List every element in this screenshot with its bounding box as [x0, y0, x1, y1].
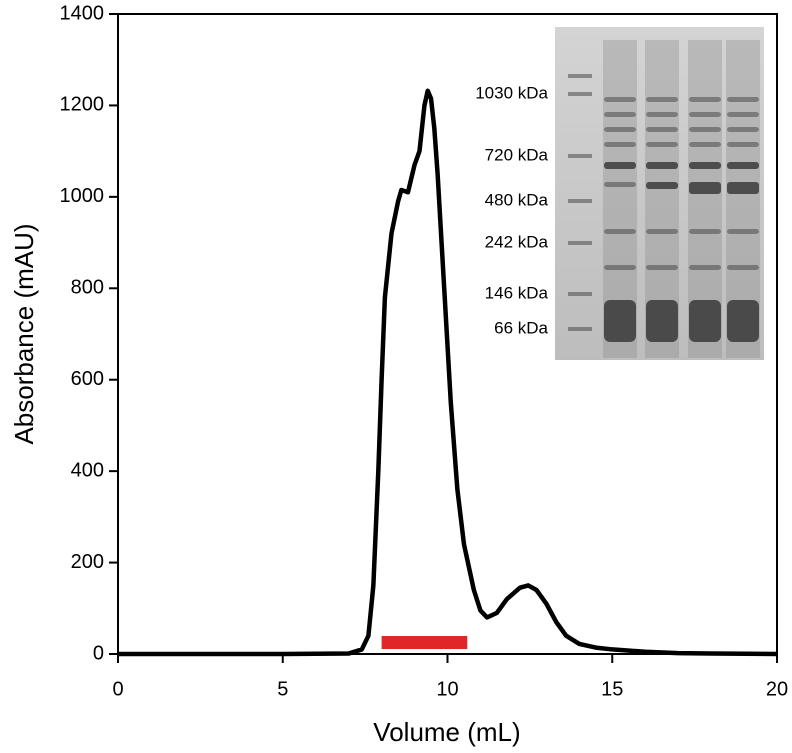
gel-band — [689, 162, 721, 169]
y-tick-label: 0 — [93, 642, 104, 664]
x-tick-label: 15 — [601, 678, 623, 700]
gel-label: 242 kDa — [485, 232, 549, 251]
gel-band — [646, 265, 678, 270]
gel-band — [568, 74, 592, 78]
gel-label: 1030 kDa — [475, 83, 548, 102]
gel-band — [604, 97, 636, 102]
gel-band — [727, 142, 759, 147]
gel-band — [604, 300, 636, 342]
gel-label: 66 kDa — [494, 318, 548, 337]
gel-label: 720 kDa — [485, 145, 549, 164]
y-tick-label: 200 — [71, 551, 104, 573]
gel-band — [689, 229, 721, 234]
gel-band — [646, 229, 678, 234]
gel-band — [727, 229, 759, 234]
gel-band — [646, 162, 678, 169]
gel-band — [646, 300, 678, 342]
y-tick-label: 1200 — [60, 94, 105, 116]
gel-band — [604, 229, 636, 234]
gel-band — [568, 292, 592, 296]
gel-band — [646, 112, 678, 117]
x-axis-title: Volume (mL) — [373, 717, 520, 747]
x-tick-label: 5 — [277, 678, 288, 700]
x-tick-label: 10 — [436, 678, 458, 700]
gel-band — [604, 182, 636, 187]
gel-band — [727, 182, 759, 194]
gel-band — [727, 265, 759, 270]
y-axis-title: Absorbance (mAU) — [9, 223, 39, 444]
gel-band — [646, 127, 678, 132]
y-tick-label: 600 — [71, 368, 104, 390]
gel-band — [689, 265, 721, 270]
gel-band — [646, 182, 678, 189]
gel-band — [689, 97, 721, 102]
gel-band — [689, 112, 721, 117]
y-tick-label: 1400 — [60, 2, 105, 24]
gel-band — [568, 327, 592, 331]
y-tick-label: 1000 — [60, 185, 105, 207]
gel-band — [604, 127, 636, 132]
gel-band — [568, 241, 592, 245]
gel-band — [689, 142, 721, 147]
gel-band — [646, 142, 678, 147]
collected-fraction — [381, 636, 468, 649]
trace-line — [118, 88, 778, 657]
gel-band — [689, 300, 721, 342]
gel-band — [604, 142, 636, 147]
gel-band — [727, 127, 759, 132]
gel-band — [727, 112, 759, 117]
gel-band — [689, 182, 721, 194]
gel-label: 480 kDa — [485, 190, 549, 209]
gel-band — [568, 154, 592, 158]
gel-band — [568, 199, 592, 203]
gel-band — [727, 97, 759, 102]
gel-band — [604, 265, 636, 270]
gel-label: 146 kDa — [485, 283, 549, 302]
gel-band — [727, 300, 759, 342]
gel-band — [689, 127, 721, 132]
x-tick-label: 20 — [766, 678, 788, 700]
gel-band — [604, 162, 636, 169]
gel-band — [646, 97, 678, 102]
gel-band — [568, 92, 592, 96]
gel-band — [604, 112, 636, 117]
y-tick-label: 800 — [71, 277, 104, 299]
gel-inset — [555, 27, 764, 360]
gel-band — [727, 162, 759, 169]
y-tick-label: 400 — [71, 459, 104, 481]
x-tick-label: 0 — [112, 678, 123, 700]
